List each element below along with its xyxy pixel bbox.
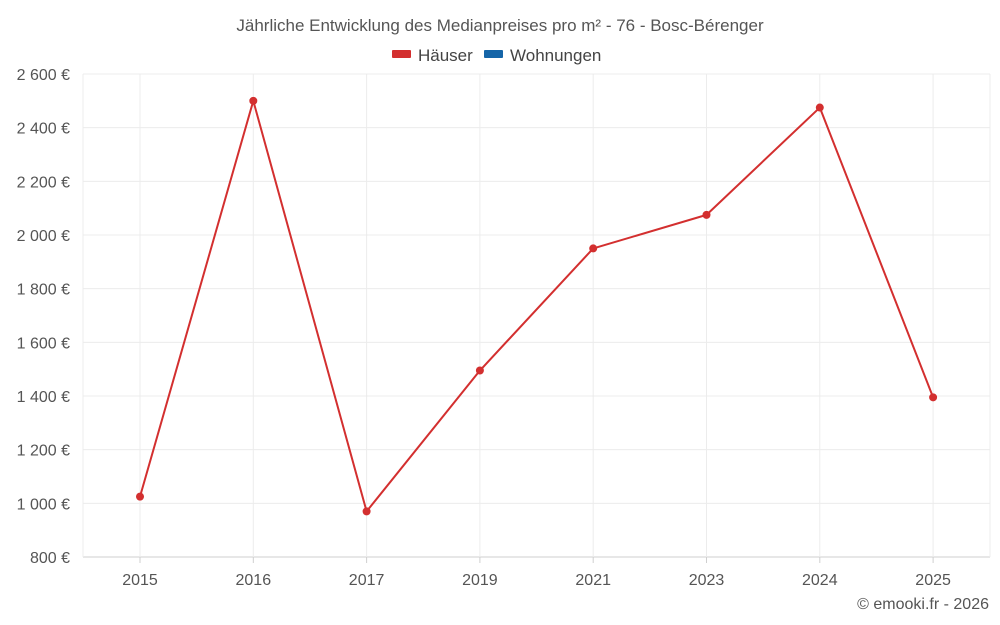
series-line-haeuser bbox=[139, 99, 935, 513]
x-tick-label: 2019 bbox=[462, 572, 498, 589]
data-point[interactable] bbox=[136, 492, 144, 501]
x-tick-label: 2016 bbox=[236, 572, 272, 589]
data-point[interactable] bbox=[929, 393, 938, 402]
y-tick-label: 800 € bbox=[30, 550, 70, 567]
y-tick-label: 2 000 € bbox=[17, 228, 70, 245]
y-tick-label: 2 600 € bbox=[17, 67, 70, 84]
data-point[interactable] bbox=[702, 210, 711, 219]
chart-title: Jährliche Entwicklung des Medianpreises … bbox=[236, 16, 764, 35]
x-tick-label: 2023 bbox=[689, 572, 725, 589]
data-point[interactable] bbox=[589, 244, 598, 253]
x-tick-label: 2021 bbox=[575, 572, 611, 589]
legend-label-haeuser[interactable]: Häuser bbox=[418, 46, 473, 65]
legend-label-wohnungen[interactable]: Wohnungen bbox=[510, 46, 601, 65]
data-point[interactable] bbox=[475, 366, 484, 375]
x-tick-label: 2025 bbox=[915, 572, 951, 589]
series-points bbox=[136, 96, 938, 516]
footer-credit: © emooki.fr - 2026 bbox=[857, 596, 989, 613]
y-tick-label: 1 000 € bbox=[17, 496, 70, 513]
legend-swatch-wohnungen bbox=[484, 50, 503, 58]
x-grid bbox=[82, 74, 991, 557]
x-tick-label: 2024 bbox=[802, 572, 838, 589]
x-tick-label: 2015 bbox=[122, 572, 158, 589]
data-point[interactable] bbox=[815, 103, 824, 112]
y-tick-label: 1 400 € bbox=[17, 389, 70, 406]
x-tick-label: 2017 bbox=[349, 572, 385, 589]
y-tick-label: 1 600 € bbox=[17, 335, 70, 352]
data-point[interactable] bbox=[249, 96, 258, 105]
y-grid bbox=[83, 73, 990, 558]
series-lines bbox=[139, 99, 935, 513]
y-tick-label: 1 200 € bbox=[17, 443, 70, 460]
y-tick-label: 2 400 € bbox=[17, 121, 70, 138]
data-point[interactable] bbox=[362, 507, 371, 516]
legend: Häuser Wohnungen bbox=[392, 46, 601, 65]
legend-swatch-haeuser bbox=[392, 50, 411, 58]
x-axis: 2015 2016 2017 2019 2021 2023 2024 2025 bbox=[122, 557, 951, 589]
y-axis: 800 € 1 000 € 1 200 € 1 400 € 1 600 € 1 800 €… bbox=[17, 67, 70, 567]
y-tick-label: 1 800 € bbox=[17, 282, 70, 299]
y-tick-label: 2 200 € bbox=[17, 174, 70, 191]
